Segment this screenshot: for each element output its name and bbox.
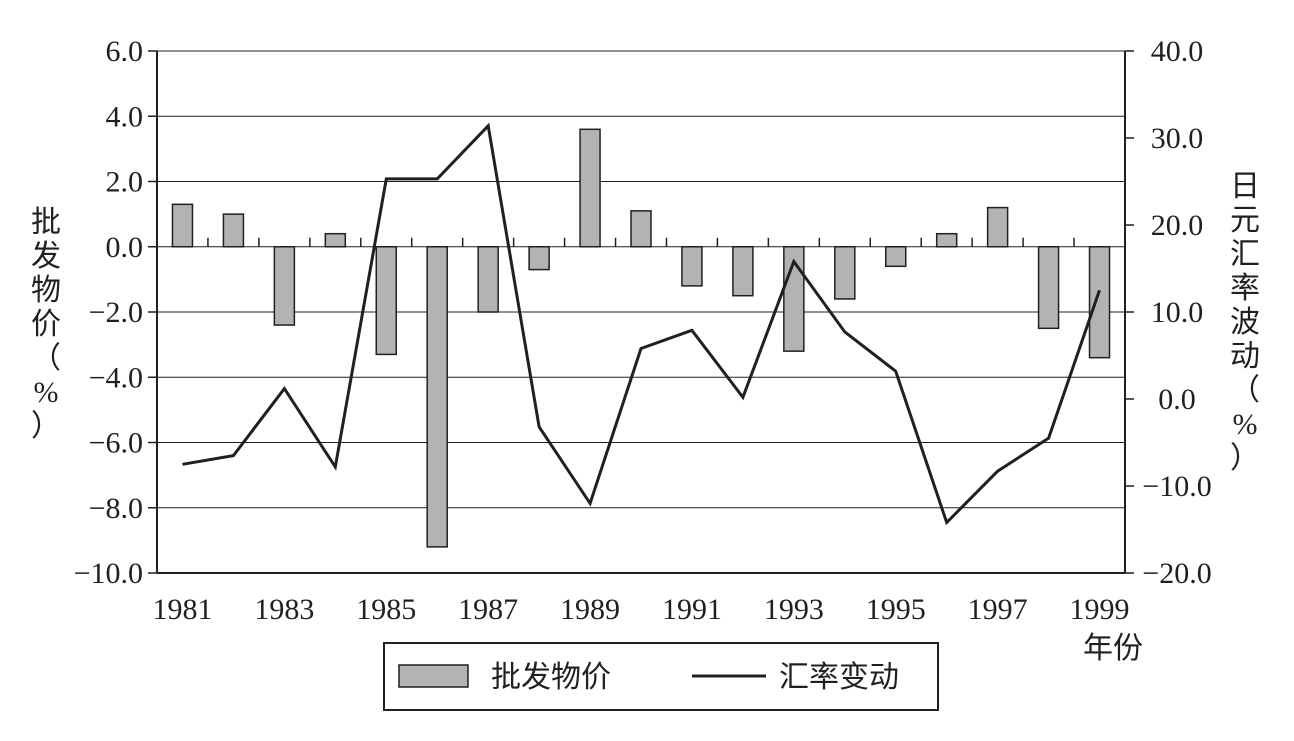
bar-1987 xyxy=(477,246,499,313)
bar-1989 xyxy=(579,128,601,248)
x-tick-label: 1991 xyxy=(662,593,722,626)
right-tick-label: −20.0 xyxy=(1142,557,1211,590)
left-tick-label: −8.0 xyxy=(89,492,143,525)
left-tick-label: 0.0 xyxy=(106,231,144,264)
bar-1983 xyxy=(273,246,296,326)
right-axis-tick-labels: 40.0 30.0 20.0 10.0 0.0 −10.0 −20.0 xyxy=(1142,35,1211,590)
right-axis-title-char: 日 xyxy=(1230,170,1260,203)
left-axis-title-char: （ xyxy=(31,342,61,375)
bar-1998 xyxy=(1037,246,1060,330)
x-tick-label: 1987 xyxy=(458,593,518,626)
right-tick-label: 0.0 xyxy=(1158,383,1196,416)
right-axis-title-char: 率 xyxy=(1230,272,1260,305)
left-axis-title-char: 批 xyxy=(31,206,61,239)
right-tick-label: 40.0 xyxy=(1151,35,1204,68)
left-axis-title-char: 发 xyxy=(31,240,61,273)
x-tick-label: 1997 xyxy=(968,593,1028,626)
left-tick-label: 6.0 xyxy=(106,35,144,68)
line-series xyxy=(182,122,1101,526)
left-axis-title-char: ） xyxy=(31,410,61,443)
bar-1991 xyxy=(681,246,703,287)
legend-frame xyxy=(383,642,939,711)
bar-1981 xyxy=(171,203,194,248)
left-axis-title-char: 价 xyxy=(31,308,61,341)
bar-series xyxy=(171,128,1111,548)
right-axis-title-char: ） xyxy=(1230,442,1260,475)
left-tick-label: −4.0 xyxy=(89,361,143,394)
x-tick-label: 1999 xyxy=(1070,593,1130,626)
right-tick-label: −10.0 xyxy=(1142,470,1211,503)
right-tick-label: 30.0 xyxy=(1151,122,1204,155)
left-axis-title-char: % xyxy=(34,376,59,409)
legend-bar-label: 批发物价 xyxy=(491,661,611,694)
bar-1984 xyxy=(324,232,347,248)
bar-1985 xyxy=(375,246,398,356)
legend-bar-swatch xyxy=(398,664,469,688)
left-axis-tick-labels: 6.0 4.0 2.0 0.0 −2.0 −4.0 −6.0 −8.0 −10.0 xyxy=(74,35,143,590)
axes xyxy=(148,50,1134,574)
right-axis-title-char: 汇 xyxy=(1230,238,1260,271)
bar-1990 xyxy=(630,210,652,248)
left-tick-label: 4.0 xyxy=(106,100,144,133)
x-tick-label: 1995 xyxy=(866,593,926,626)
right-axis-title-char: （ xyxy=(1230,374,1260,407)
bar-1996 xyxy=(935,232,958,248)
right-axis-title-char: % xyxy=(1233,408,1258,441)
x-tick-label: 1989 xyxy=(560,593,620,626)
left-axis-title-char: 物 xyxy=(31,274,61,307)
bar-1995 xyxy=(884,246,907,268)
bar-1986 xyxy=(426,246,448,548)
right-axis-title-char: 元 xyxy=(1230,204,1260,237)
bar-1994 xyxy=(834,246,856,300)
legend: 批发物价 汇率变动 xyxy=(383,642,939,711)
bar-1999 xyxy=(1088,246,1111,359)
bar-1988 xyxy=(528,246,550,271)
gridlines xyxy=(157,50,1125,574)
left-axis-title: 批发物价（%） xyxy=(31,206,61,443)
left-tick-label: −6.0 xyxy=(89,427,143,460)
bar-1992 xyxy=(732,246,754,297)
right-tick-label: 10.0 xyxy=(1151,296,1204,329)
x-tick-label: 1983 xyxy=(254,593,314,626)
right-tick-label: 20.0 xyxy=(1151,209,1204,242)
right-axis-title-char: 波 xyxy=(1230,306,1260,339)
x-axis-tick-labels: 1981 1983 1985 1987 1989 1991 1993 1995 1997 1999 xyxy=(152,593,1129,626)
left-tick-label: −10.0 xyxy=(74,557,143,590)
legend-line-label: 汇率变动 xyxy=(779,661,899,694)
bar-1997 xyxy=(986,206,1009,248)
exchange-rate-line xyxy=(182,122,1101,526)
x-axis-unit-label: 年份 xyxy=(1083,632,1143,665)
x-tick-label: 1981 xyxy=(152,593,212,626)
left-tick-label: 2.0 xyxy=(106,166,144,199)
bar-1982 xyxy=(222,213,245,248)
left-tick-label: −2.0 xyxy=(89,296,143,329)
x-tick-label: 1985 xyxy=(356,593,416,626)
right-axis-title-char: 动 xyxy=(1230,340,1260,373)
x-tick-label: 1993 xyxy=(764,593,824,626)
